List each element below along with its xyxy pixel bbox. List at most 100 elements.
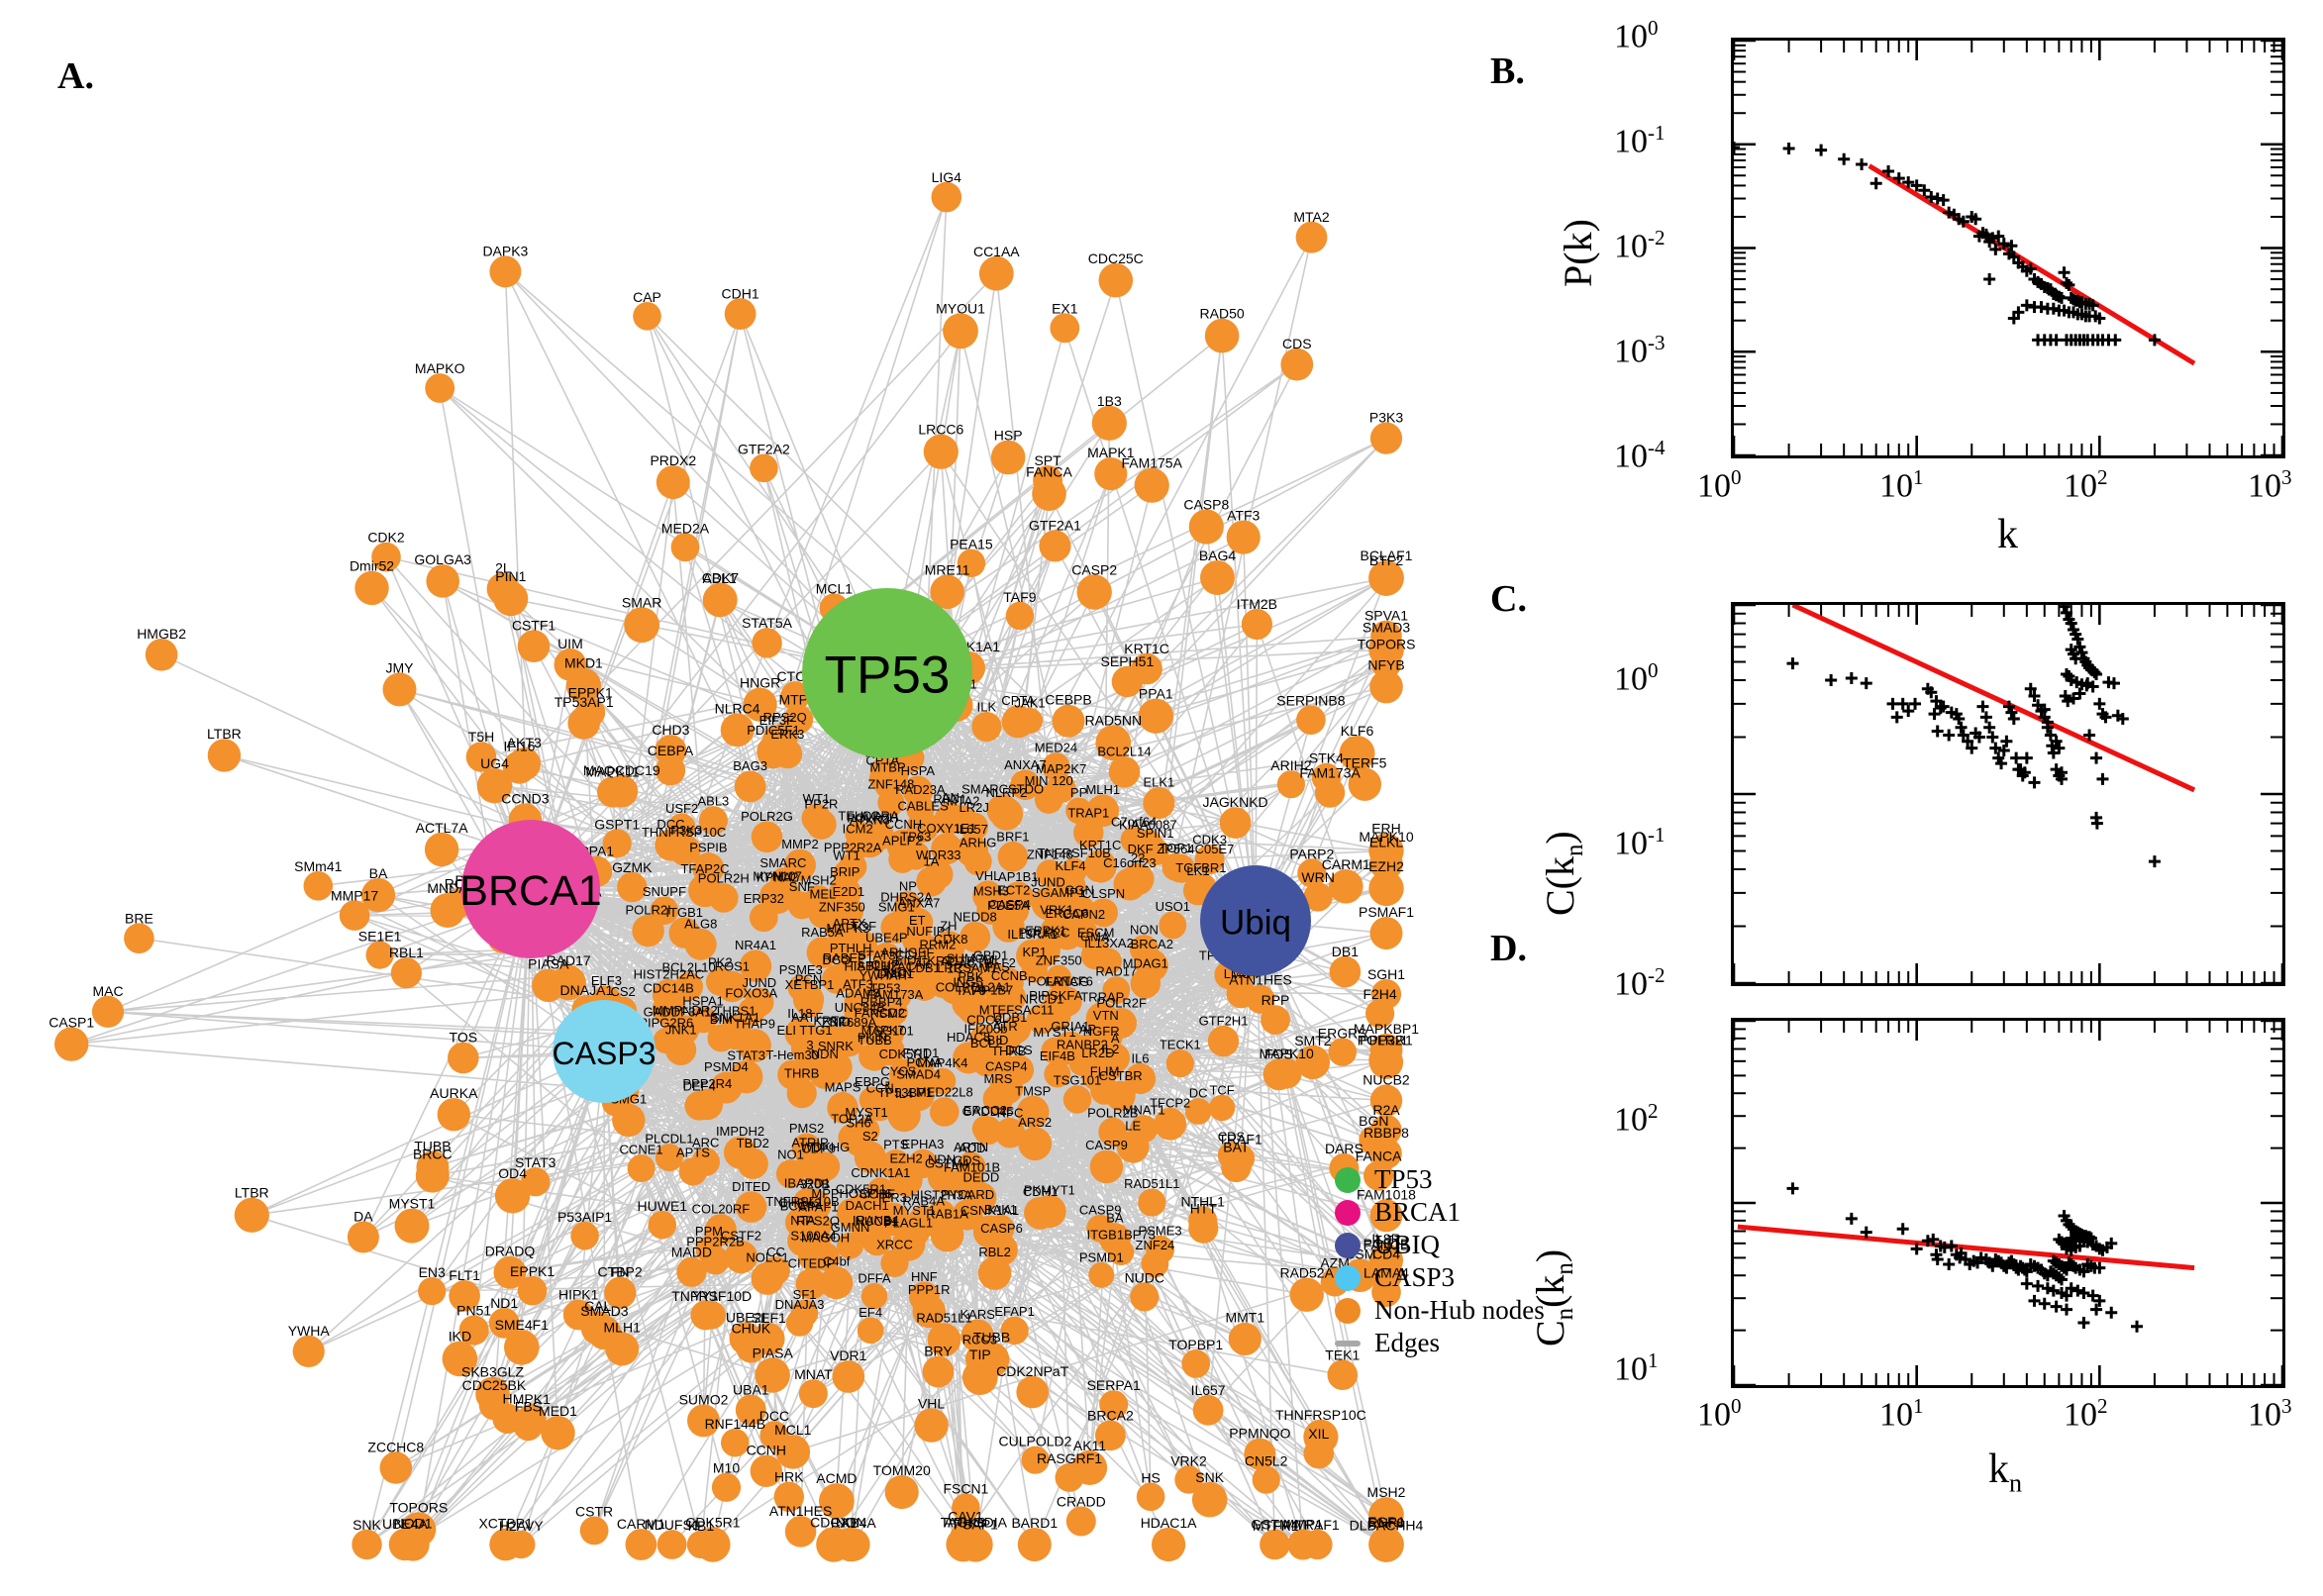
network-node[interactable] — [1370, 1247, 1402, 1280]
network-node[interactable] — [1303, 882, 1333, 912]
network-node[interactable] — [1052, 704, 1085, 738]
network-node[interactable] — [795, 1267, 828, 1300]
network-node[interactable] — [390, 957, 422, 989]
network-node[interactable] — [908, 1148, 938, 1179]
network-node[interactable] — [753, 1323, 785, 1355]
network-node[interactable] — [1088, 1261, 1115, 1288]
network-node[interactable] — [1044, 1060, 1071, 1088]
network-node[interactable] — [1136, 1482, 1165, 1512]
network-node[interactable] — [930, 1097, 960, 1127]
network-node[interactable] — [1369, 917, 1403, 949]
network-node[interactable] — [964, 1345, 994, 1374]
network-node[interactable] — [709, 883, 739, 913]
network-node[interactable] — [735, 1394, 766, 1426]
network-node[interactable] — [360, 878, 396, 913]
network-node[interactable] — [1111, 665, 1144, 698]
network-node[interactable] — [798, 1189, 832, 1222]
network-node[interactable] — [1364, 1160, 1394, 1191]
network-node[interactable] — [352, 1529, 382, 1560]
network-node[interactable] — [1073, 817, 1104, 848]
network-node[interactable] — [1065, 1506, 1096, 1537]
network-node[interactable] — [1039, 530, 1071, 562]
network-node[interactable] — [632, 914, 664, 948]
network-node[interactable] — [1339, 736, 1375, 771]
network-node[interactable] — [1000, 1316, 1029, 1346]
network-node[interactable] — [1094, 457, 1128, 491]
network-node[interactable] — [884, 1474, 919, 1510]
network-node[interactable] — [798, 1379, 828, 1409]
network-node[interactable] — [1080, 942, 1109, 970]
network-node[interactable] — [579, 1516, 609, 1546]
network-node[interactable] — [1138, 698, 1174, 734]
network-node[interactable] — [124, 923, 154, 953]
network-node[interactable] — [684, 928, 717, 960]
network-node[interactable] — [888, 846, 917, 873]
network-node[interactable] — [605, 774, 639, 808]
network-node[interactable] — [806, 809, 837, 840]
network-node[interactable] — [1369, 422, 1403, 454]
network-node[interactable] — [931, 833, 962, 865]
network-node[interactable] — [1091, 405, 1127, 441]
network-node[interactable] — [687, 1404, 720, 1438]
network-node[interactable] — [943, 313, 978, 349]
network-node[interactable] — [1369, 669, 1403, 704]
network-node[interactable] — [916, 866, 947, 897]
network-node[interactable] — [743, 687, 777, 722]
network-node[interactable] — [1262, 1530, 1290, 1559]
network-node[interactable] — [1062, 1085, 1092, 1114]
network-node[interactable] — [1154, 1107, 1187, 1141]
network-node[interactable] — [1207, 1025, 1240, 1057]
network-node[interactable] — [880, 1149, 911, 1180]
network-node[interactable] — [909, 1281, 940, 1313]
network-node[interactable] — [633, 302, 661, 331]
network-node[interactable] — [627, 1154, 656, 1183]
hub-node-casp3[interactable] — [553, 1000, 656, 1103]
network-node[interactable] — [1174, 1465, 1203, 1494]
network-node[interactable] — [952, 1493, 980, 1522]
network-node[interactable] — [1226, 520, 1261, 554]
network-node[interactable] — [716, 970, 748, 1003]
network-node[interactable] — [724, 298, 757, 330]
network-node[interactable] — [1261, 1005, 1290, 1035]
network-node[interactable] — [365, 941, 394, 969]
network-node[interactable] — [1228, 1322, 1262, 1355]
hub-node-tp53[interactable] — [802, 588, 972, 758]
network-node[interactable] — [927, 1200, 956, 1228]
network-node[interactable] — [923, 434, 959, 469]
network-node[interactable] — [739, 949, 772, 982]
network-node[interactable] — [1165, 1049, 1194, 1078]
network-node[interactable] — [952, 987, 984, 1020]
network-node[interactable] — [853, 1117, 880, 1145]
network-node[interactable] — [750, 453, 778, 483]
network-node[interactable] — [1098, 1117, 1128, 1147]
network-node[interactable] — [605, 1276, 636, 1307]
network-node[interactable] — [686, 1530, 716, 1559]
network-node[interactable] — [625, 1529, 657, 1560]
network-node[interactable] — [493, 581, 529, 617]
network-node[interactable] — [1191, 1481, 1228, 1518]
network-node[interactable] — [1001, 705, 1035, 739]
network-node[interactable] — [437, 1098, 470, 1132]
network-node[interactable] — [963, 848, 992, 876]
network-node[interactable] — [873, 1018, 904, 1049]
network-node[interactable] — [551, 964, 586, 1001]
network-node[interactable] — [857, 1317, 884, 1345]
network-node[interactable] — [958, 1151, 985, 1179]
network-node[interactable] — [1244, 1438, 1276, 1470]
network-node[interactable] — [602, 829, 632, 858]
network-node[interactable] — [994, 1117, 1026, 1148]
network-node[interactable] — [960, 812, 988, 842]
network-node[interactable] — [704, 1214, 737, 1247]
network-node[interactable] — [910, 972, 939, 1001]
network-node[interactable] — [795, 989, 824, 1018]
network-node[interactable] — [617, 871, 648, 903]
network-node[interactable] — [458, 1315, 489, 1346]
network-node[interactable] — [1359, 1125, 1389, 1155]
network-node[interactable] — [752, 628, 782, 658]
network-node[interactable] — [992, 910, 1025, 943]
network-node[interactable] — [670, 533, 700, 562]
network-node[interactable] — [1162, 852, 1190, 881]
network-node[interactable] — [1208, 1094, 1236, 1122]
network-node[interactable] — [1328, 1038, 1357, 1066]
network-node[interactable] — [850, 931, 877, 959]
